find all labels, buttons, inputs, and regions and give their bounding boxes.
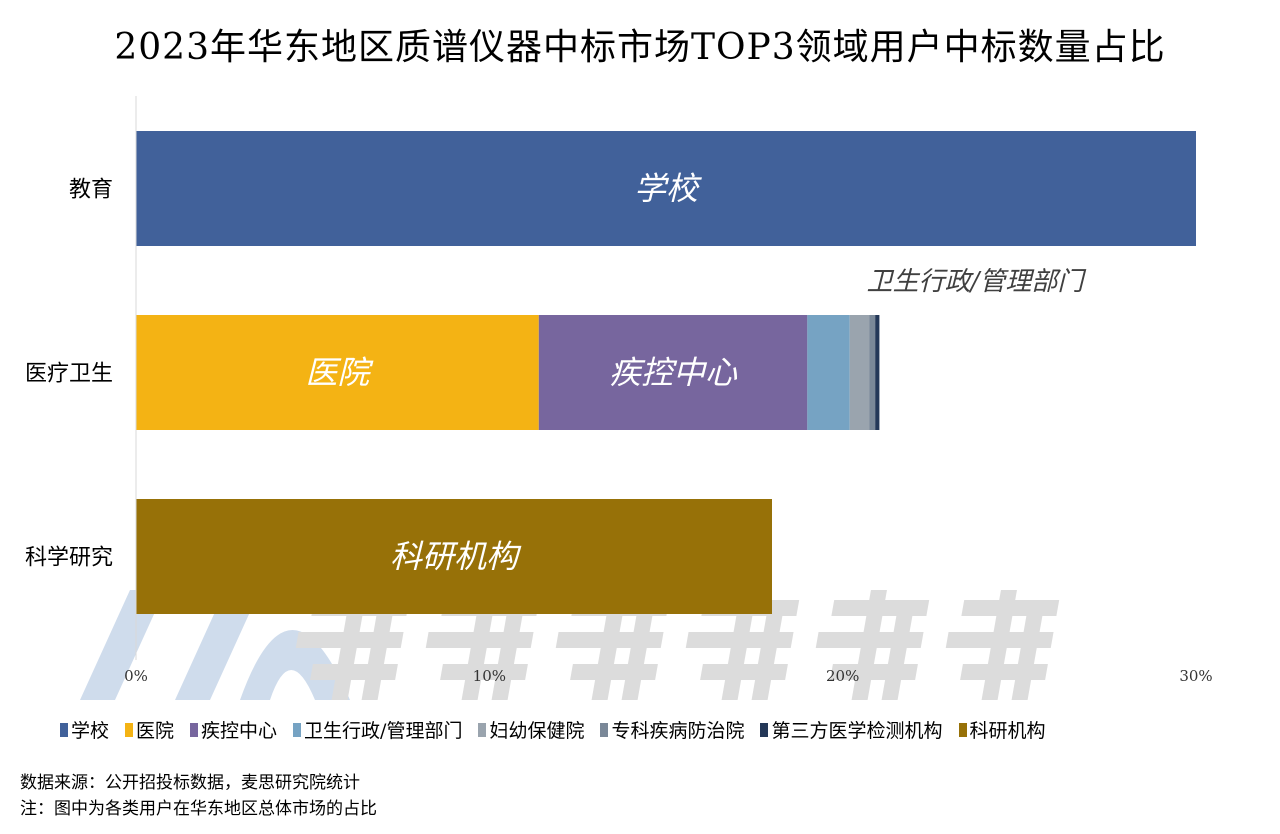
watermark-shape [461,590,497,700]
watermark-shape [751,610,784,700]
bar-segment [538,315,808,430]
data-label: 医院 [305,354,374,392]
legend-swatch [190,722,199,737]
footnote: 注：图中为各类用户在华东地区总体市场的占比 [20,799,377,819]
bar-segment [136,315,539,430]
data-label: 科研机构 [390,538,522,576]
x-tick-label: 0% [124,667,148,685]
watermark-shape [361,610,394,700]
x-tick-label: 20% [826,667,859,685]
watermark-shape [491,610,524,700]
watermark-shape [851,590,887,700]
legend-item: 疾控中心 [190,716,277,743]
data-label: 卫生行政/管理部门 [867,267,1087,297]
category-label: 教育 [69,178,113,203]
legend-swatch [478,722,487,737]
legend-label: 医院 [136,720,175,742]
legend-label: 学校 [71,720,110,742]
bar-segment [869,315,876,430]
watermark-shape [960,664,1048,680]
legend-label: 妇幼保健院 [489,720,585,742]
bar-segment [807,315,850,430]
source-note: 数据来源：公开招投标数据，麦思研究院统计 [20,773,360,793]
legend-swatch [600,722,609,737]
legend-label: 卫生行政/管理部门 [304,720,463,742]
bar-segment [875,315,880,430]
watermark-shape [591,590,627,700]
legend-label: 疾控中心 [201,720,278,742]
watermark-shape [881,610,914,700]
bar-segment [136,499,772,614]
legend-item: 专科疾病防治院 [600,716,744,743]
legend: 学校 医院 疾控中心 卫生行政/管理部门 妇幼保健院 专科疾病防治院 第三方医学检测机构 科研… [60,716,1046,743]
legend-label: 科研机构 [969,720,1046,742]
legend-swatch [125,722,134,737]
watermark-shape [331,590,367,700]
x-tick-label: 10% [473,667,506,685]
legend-swatch [760,722,769,737]
legend-label: 第三方医学检测机构 [771,720,943,742]
data-label: 疾控中心 [609,354,738,392]
watermark-shape [700,664,788,680]
watermark-shape [621,610,654,700]
category-label: 医疗卫生 [25,362,113,387]
legend-item: 妇幼保健院 [478,716,584,743]
legend-swatch [60,722,68,737]
legend-label: 专科疾病防治院 [611,720,745,742]
watermark-shape [721,590,757,700]
watermark-shape [570,664,658,680]
x-tick-label: 30% [1179,667,1212,685]
bar-segment [849,315,870,430]
data-label: 学校 [634,170,702,208]
watermark-shape [1011,610,1044,700]
category-label: 科学研究 [25,546,113,571]
legend-item: 学校 [60,716,109,743]
bar-segment [136,131,1196,246]
legend-item: 第三方医学检测机构 [760,716,943,743]
legend-item: 科研机构 [958,716,1046,743]
legend-item: 卫生行政/管理部门 [293,716,462,743]
legend-swatch [293,722,302,737]
watermark-shape [310,664,398,680]
watermark-logo [80,590,350,700]
legend-item: 医院 [125,716,174,743]
legend-swatch [958,722,967,737]
chart-title: 2023年华东地区质谱仪器中标市场TOP3领域用户中标数量占比 [114,27,1166,68]
watermark-shape [981,590,1017,700]
